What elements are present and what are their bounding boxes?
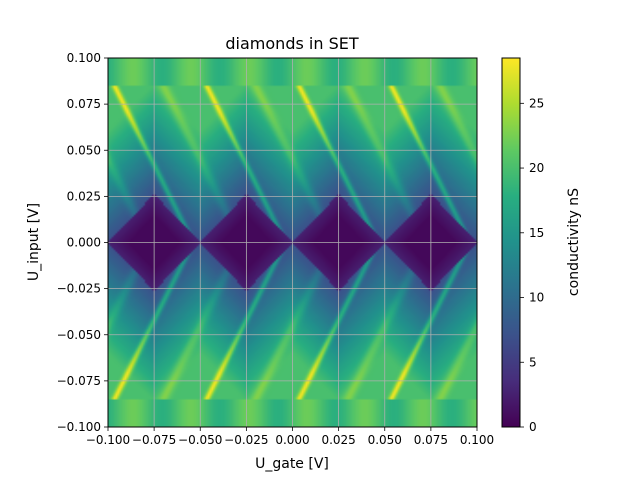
y-tick-label: −0.075 <box>57 374 101 388</box>
y-tick-label: 0.050 <box>67 143 101 157</box>
chart-title: diamonds in SET <box>225 34 358 53</box>
y-tick-label: −0.100 <box>57 420 101 434</box>
y-tick-label: 0.075 <box>67 97 101 111</box>
y-axis: −0.100 −0.075 −0.050 −0.025 0.000 0.025 0.050 0… <box>57 51 108 434</box>
colorbar-tick-label: 15 <box>529 226 544 240</box>
y-tick-label: 0.025 <box>67 189 101 203</box>
colorbar: 0 5 10 15 20 25 conductivity nS <box>501 57 582 434</box>
colorbar-tick-label: 0 <box>529 420 537 434</box>
colorbar-ticks: 0 5 10 15 20 25 <box>520 96 544 434</box>
x-axis: −0.100 −0.075 −0.050 −0.025 0.000 0.025 0.050 0… <box>86 427 494 447</box>
x-tick-label: 0.025 <box>321 433 355 447</box>
colorbar-tick-label: 20 <box>529 161 544 175</box>
x-tick-label: 0.075 <box>414 433 448 447</box>
colorbar-tick-label: 10 <box>529 291 544 305</box>
y-tick-label: 0.000 <box>67 236 101 250</box>
y-tick-label: −0.025 <box>57 282 101 296</box>
x-tick-label: 0.050 <box>368 433 402 447</box>
y-tick-label: −0.050 <box>57 328 101 342</box>
colorbar-tick-label: 25 <box>529 96 544 110</box>
x-tick-label: −0.025 <box>224 433 268 447</box>
x-tick-label: −0.075 <box>132 433 176 447</box>
x-tick-label: 0.100 <box>460 433 494 447</box>
x-tick-label: −0.050 <box>178 433 222 447</box>
x-tick-label: 0.000 <box>275 433 309 447</box>
x-tick-label: −0.100 <box>86 433 130 447</box>
y-tick-label: 0.100 <box>67 51 101 65</box>
x-axis-label: U_gate [V] <box>255 456 329 472</box>
colorbar-tick-label: 5 <box>529 355 537 369</box>
y-axis-label: U_input [V] <box>26 203 42 281</box>
grid-lines <box>107 57 478 428</box>
colorbar-label: conductivity nS <box>566 188 582 296</box>
colorbar-frame <box>501 57 521 428</box>
colorbar-gradient <box>502 58 520 427</box>
